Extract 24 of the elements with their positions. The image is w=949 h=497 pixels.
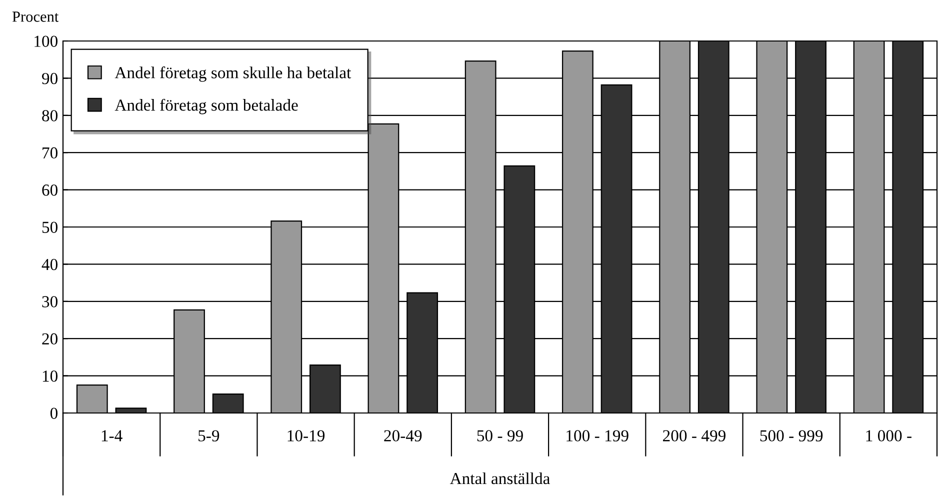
y-tick-label: 40 [42, 258, 58, 270]
y-tick-label: 0 [50, 408, 58, 419]
y-tick-label: 70 [42, 147, 58, 159]
x-tick-label: 1 000 - [866, 430, 912, 442]
x-tick-label: 200 - 499 [663, 430, 726, 442]
x-tick-label: 5-9 [198, 430, 220, 442]
y-tick-label: 20 [42, 333, 58, 345]
x-tick-label: 50 - 99 [477, 430, 523, 442]
y-tick-label: 10 [42, 370, 58, 382]
y-tick-label: 90 [42, 72, 58, 84]
x-tick-label: 100 - 199 [566, 430, 628, 442]
x-tick-label: 20-49 [384, 430, 422, 442]
y-tick-label: 100 [34, 36, 58, 47]
y-axis-title: Procent [12, 12, 59, 22]
legend-label: Andel företag som skulle ha betalat [114, 66, 352, 82]
x-axis-title: Antal anställda [450, 472, 550, 484]
x-tick-label: 10-19 [288, 430, 325, 442]
y-tick-label: 30 [42, 296, 58, 308]
x-tick-label: 500 - 999 [760, 430, 823, 442]
x-tick-label: 1-4 [102, 430, 122, 442]
y-tick-label: 60 [42, 184, 58, 196]
y-tick-label: 50 [42, 222, 58, 233]
legend-label: Andel företag som betalade [114, 98, 298, 114]
y-tick-label: 80 [42, 110, 58, 122]
